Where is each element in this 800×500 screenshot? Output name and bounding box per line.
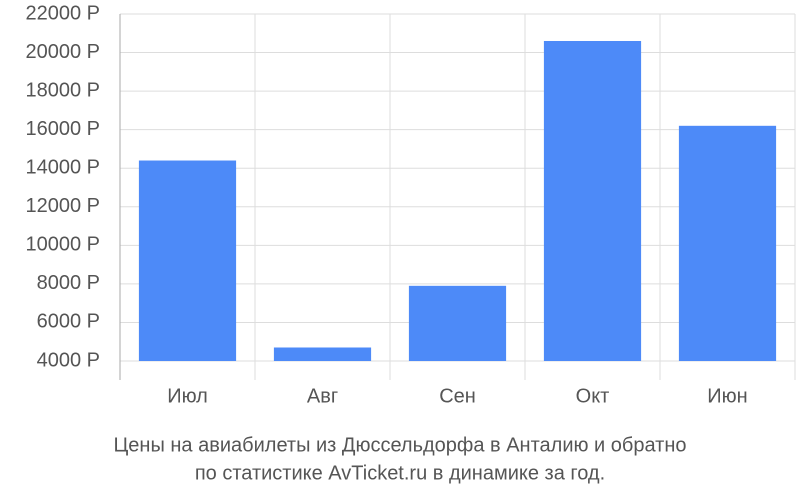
- bar: [138, 160, 237, 361]
- y-tick-label: 20000 Р: [25, 41, 100, 63]
- x-tick-label: Авг: [307, 385, 338, 407]
- y-tick-label: 6000 Р: [37, 311, 100, 333]
- bar: [273, 347, 372, 361]
- y-tick-label: 22000 Р: [25, 2, 100, 24]
- chart-title: Цены на авиабилеты из Дюссельдорфа в Ант…: [113, 434, 686, 456]
- y-tick-label: 12000 Р: [25, 195, 100, 217]
- bar: [678, 125, 777, 361]
- x-tick-label: Июл: [167, 385, 208, 407]
- y-tick-label: 14000 Р: [25, 157, 100, 179]
- y-tick-label: 10000 Р: [25, 234, 100, 256]
- x-tick-label: Июн: [707, 385, 747, 407]
- x-tick-label: Сен: [439, 385, 476, 407]
- y-tick-label: 8000 Р: [37, 272, 100, 294]
- bar: [408, 285, 507, 361]
- y-tick-label: 18000 Р: [25, 79, 100, 101]
- bar: [543, 40, 642, 361]
- x-tick-label: Окт: [576, 385, 610, 407]
- chart-title: по статистике AvTicket.ru в динамике за …: [195, 462, 605, 484]
- y-tick-label: 16000 Р: [25, 118, 100, 140]
- y-tick-label: 4000 Р: [37, 349, 100, 371]
